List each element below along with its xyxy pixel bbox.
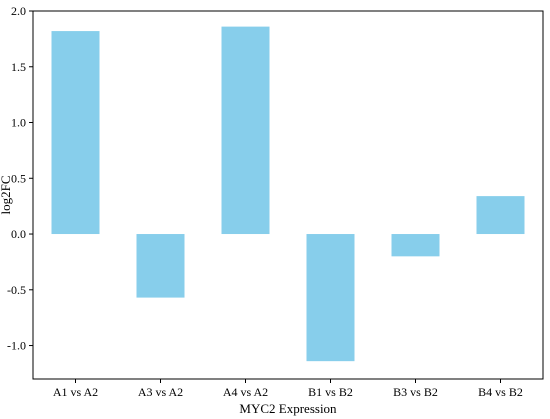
y-axis-label: log2FC bbox=[0, 175, 13, 214]
x-tick-label: B3 vs B2 bbox=[393, 385, 438, 399]
x-tick-label: A4 vs A2 bbox=[223, 385, 268, 399]
bars-group bbox=[51, 26, 525, 362]
y-tick-label: 0.5 bbox=[11, 171, 26, 185]
bar-5 bbox=[391, 234, 440, 257]
x-tick-label: A3 vs A2 bbox=[138, 385, 183, 399]
y-tick-label: 1.5 bbox=[11, 60, 26, 74]
y-tick-label: 2.0 bbox=[11, 4, 26, 18]
x-tick-label: B1 vs B2 bbox=[308, 385, 353, 399]
bar-3 bbox=[221, 26, 270, 235]
y-tick-label: 0.0 bbox=[11, 227, 26, 241]
x-axis-label: MYC2 Expression bbox=[239, 401, 337, 416]
bar-4 bbox=[306, 234, 355, 362]
bar-2 bbox=[136, 234, 185, 298]
y-axis-ticks: 2.0 1.5 1.0 0.5 0.0 -0.5 -1.0 bbox=[7, 4, 33, 353]
plot-frame bbox=[32, 10, 544, 380]
y-tick-label: -1.0 bbox=[7, 339, 26, 353]
x-tick-label: A1 vs A2 bbox=[53, 385, 98, 399]
x-tick-label: B4 vs B2 bbox=[478, 385, 523, 399]
x-axis-ticks: A1 vs A2 A3 vs A2 A4 vs A2 B1 vs B2 B3 vs B2… bbox=[53, 379, 523, 399]
bar-6 bbox=[476, 196, 525, 235]
y-tick-label: 1.0 bbox=[11, 116, 26, 130]
bar-1 bbox=[51, 31, 100, 235]
y-tick-label: -0.5 bbox=[7, 283, 26, 297]
